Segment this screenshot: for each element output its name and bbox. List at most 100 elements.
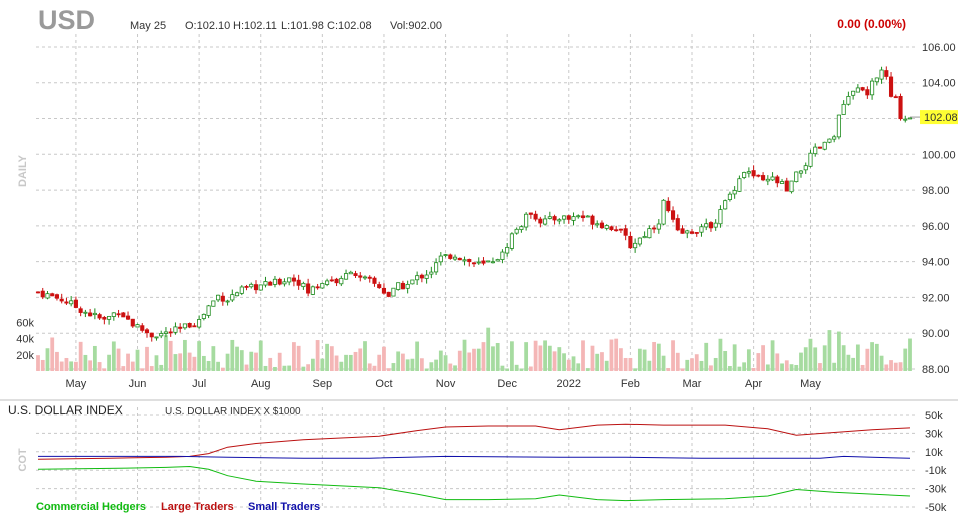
volume-bar [585, 368, 590, 371]
candle-body [353, 273, 358, 277]
volume-bar [391, 363, 396, 371]
volume-bar [192, 356, 197, 371]
volume-bar [685, 359, 690, 371]
volume-bar [154, 355, 159, 371]
candle-body [182, 323, 187, 329]
volume-bar [254, 352, 258, 371]
volume-bar [135, 349, 140, 371]
volume-bar [69, 361, 74, 371]
volume-bar [481, 342, 486, 371]
candle-body [410, 279, 415, 285]
candle-body [69, 300, 74, 305]
candle-body [514, 228, 519, 234]
candle-body [566, 215, 571, 220]
volume-bar [637, 348, 642, 371]
volume-bar [448, 363, 453, 371]
volume-bar [424, 368, 429, 371]
candle-body [737, 178, 742, 192]
volume-bar [547, 345, 552, 371]
volume-bar [140, 368, 145, 371]
candle-body [73, 299, 78, 308]
volume-bar [775, 353, 780, 371]
candle-body [803, 165, 808, 171]
volume-bar [505, 368, 510, 371]
candle-body [476, 261, 481, 264]
price-tick-label: 106.00 [922, 42, 956, 54]
volume-bar [225, 353, 230, 371]
candle-body [178, 326, 183, 329]
volume-bar [770, 340, 775, 371]
volume-bar [235, 346, 239, 371]
volume-bar [410, 358, 415, 371]
volume-bar [59, 361, 64, 371]
candle-body [723, 200, 728, 210]
candle-body [424, 274, 429, 279]
volume-bar [220, 367, 225, 371]
volume-bar [818, 363, 822, 371]
candle-body [244, 286, 249, 288]
volume-bar [543, 340, 547, 371]
volume-bar [865, 348, 870, 371]
candle-body [400, 282, 405, 290]
candle-body [694, 232, 699, 234]
candle-body [794, 171, 799, 183]
price-tick-label: 100.00 [922, 149, 956, 161]
volume-bar [36, 355, 40, 371]
volume-bar [874, 343, 879, 371]
volume-bar [832, 362, 837, 371]
last-price-label: 102.08 [924, 112, 958, 124]
candle-body [88, 312, 93, 317]
candle-body [481, 260, 486, 264]
volume-bar [40, 359, 45, 371]
volume-bar [794, 364, 799, 371]
candle-body [263, 281, 268, 286]
candle-body [666, 200, 671, 212]
candle-body [130, 318, 135, 327]
candle-body [599, 222, 605, 229]
volume-bar [827, 330, 832, 371]
volume-bar [88, 360, 93, 371]
candle-body [173, 326, 178, 333]
volume-bar [277, 352, 282, 371]
volume-bar [453, 365, 457, 371]
volume-bar [514, 364, 519, 371]
month-tick-label: Nov [436, 378, 456, 390]
candle-body [92, 312, 97, 316]
volume-bar [353, 351, 358, 371]
volume-bar [111, 341, 116, 371]
candle-body [704, 223, 709, 228]
volume-bar [183, 339, 187, 371]
candle-body [732, 190, 737, 195]
volume-bar [813, 347, 818, 371]
candle-body [329, 279, 334, 282]
candle-body [742, 172, 747, 178]
volume-bar [841, 345, 846, 371]
candle-body [656, 223, 661, 230]
candle-body [159, 333, 164, 337]
candle-body [727, 193, 732, 201]
candle-body [234, 292, 240, 297]
volume-bar [325, 343, 329, 371]
month-tick-label: May [66, 378, 87, 390]
candle-body [78, 308, 83, 313]
cot-tick-label: -10k [925, 465, 947, 477]
cot-panel-subtitle: U.S. DOLLAR INDEX X $1000 [165, 406, 301, 417]
volume-bar [187, 352, 192, 371]
month-tick-label: Jul [192, 378, 206, 390]
candle-body [770, 176, 775, 181]
price-tick-label: 94.00 [922, 257, 950, 269]
volume-bar [296, 345, 301, 371]
candle-body [111, 312, 116, 317]
candle-body [779, 181, 785, 184]
volume-bar [315, 340, 320, 371]
candle-body [125, 315, 131, 320]
volume-bar [258, 340, 263, 371]
candle-body [277, 278, 282, 285]
candle-body [415, 275, 420, 281]
price-tick-label: 92.00 [922, 292, 950, 304]
candle-body [339, 277, 344, 285]
volume-bar [552, 351, 557, 371]
candle-body [301, 282, 306, 288]
candle-body [609, 226, 614, 231]
candle-body [83, 311, 88, 314]
